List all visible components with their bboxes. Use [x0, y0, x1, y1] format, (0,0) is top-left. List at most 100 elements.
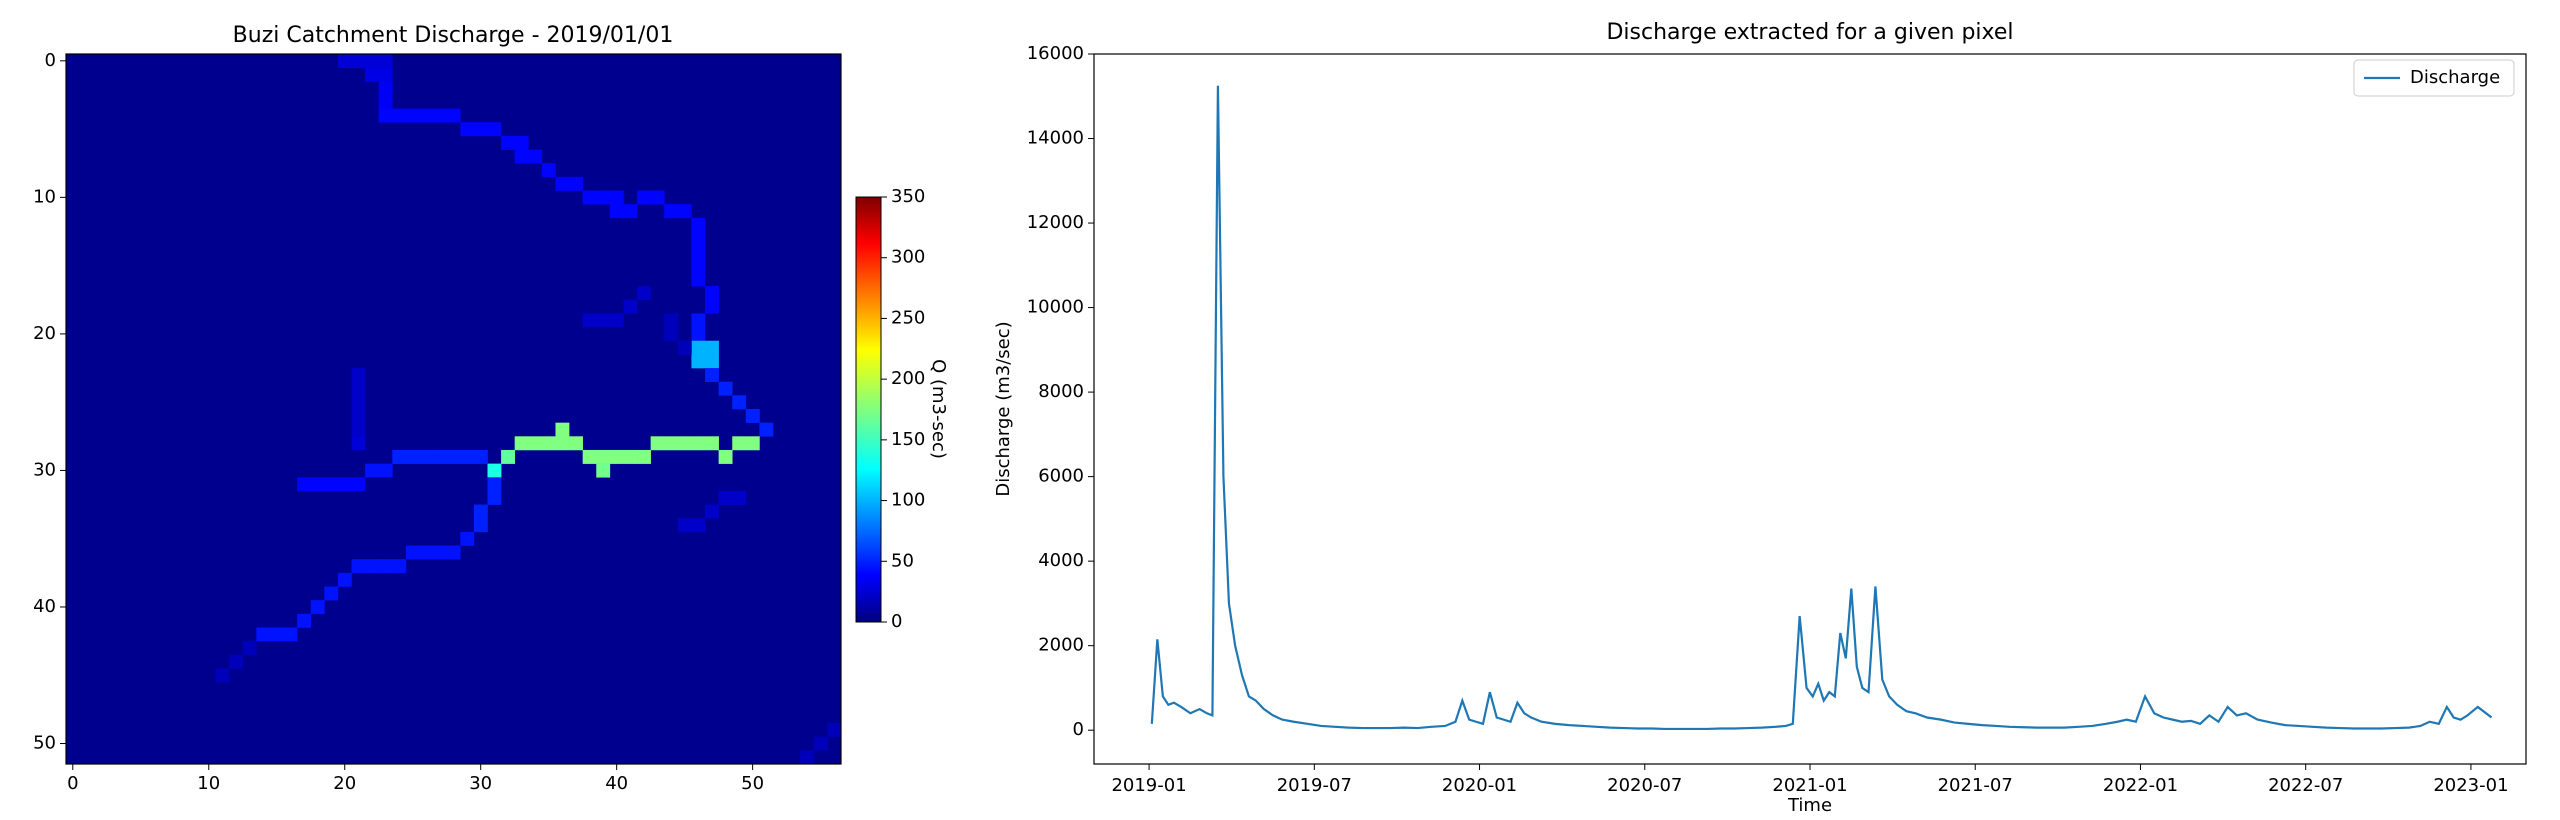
heatmap-cell	[378, 81, 393, 96]
heatmap-cell	[378, 94, 393, 109]
y-tick-label: 20	[33, 323, 56, 344]
heatmap-cell	[473, 449, 488, 464]
x-tick-label: 2022-01	[2103, 775, 2178, 796]
heatmap-cell	[392, 449, 407, 464]
heatmap-cell	[650, 190, 665, 205]
heatmap-cell	[297, 477, 312, 492]
heatmap-cell	[609, 449, 624, 464]
heatmap-cell	[827, 723, 842, 737]
x-tick-label: 40	[605, 773, 628, 794]
heatmap-cell	[378, 108, 393, 123]
legend-label: Discharge	[2410, 67, 2500, 88]
heatmap-cell	[623, 204, 638, 219]
heatmap-cell	[378, 559, 393, 574]
heatmap-cell	[732, 395, 747, 410]
heatmap-cell	[623, 299, 638, 314]
heatmap-cell	[596, 463, 611, 478]
heatmap-cell	[705, 299, 719, 314]
heatmap-cell	[283, 627, 298, 642]
chart-title: Discharge extracted for a given pixel	[1606, 20, 2013, 45]
heatmap-cell	[691, 436, 706, 451]
heatmap-cell	[541, 436, 556, 451]
y-tick-label: 8000	[1038, 381, 1084, 402]
plot-frame	[65, 53, 842, 765]
heatmap-cell	[677, 518, 692, 533]
heatmap-cell	[351, 368, 366, 382]
heatmap-cell	[664, 327, 679, 342]
heatmap-cell	[514, 135, 529, 150]
heatmap-cell	[487, 463, 502, 478]
heatmap-cell	[528, 436, 543, 451]
heatmap-cell	[664, 204, 679, 219]
y-tick-label: 2000	[1038, 635, 1084, 656]
heatmap-cell	[365, 463, 380, 478]
x-tick-label: 20	[333, 773, 356, 794]
heatmap-cell	[813, 736, 828, 751]
y-tick-label: 12000	[1027, 212, 1084, 233]
colorbar-tick-label: 350	[891, 186, 925, 207]
heatmap-cell	[378, 54, 393, 68]
heatmap-cell	[433, 545, 448, 560]
heatmap-cell	[677, 340, 692, 355]
x-tick-label: 2020-07	[1607, 775, 1682, 796]
heatmap-cell	[433, 449, 448, 464]
heatmap-cell	[433, 108, 448, 123]
heatmap-cell	[487, 122, 502, 137]
colorbar-tick-label: 150	[891, 429, 925, 450]
heatmap-cell	[596, 449, 611, 464]
heatmap-cell	[541, 163, 556, 178]
heatmap-cell	[691, 340, 706, 355]
heatmap-cell	[691, 231, 706, 246]
heatmap-cell	[351, 395, 366, 410]
heatmap-cell	[691, 327, 706, 342]
heatmap-cell	[800, 750, 815, 765]
heatmap-cell	[555, 176, 570, 191]
heatmap-cell	[365, 54, 380, 68]
heatmap-cell	[637, 286, 651, 301]
heatmap-cell	[473, 122, 488, 137]
heatmap-cell	[609, 190, 624, 205]
heatmap-cell	[691, 313, 706, 328]
x-tick-label: 2022-07	[2268, 775, 2343, 796]
heatmap-cell	[691, 258, 706, 273]
heatmap-cell	[514, 149, 529, 164]
y-tick-label: 30	[33, 459, 56, 480]
heatmap-cell	[446, 108, 461, 123]
heatmap-cell	[324, 586, 339, 601]
heatmap-cell	[691, 354, 706, 369]
heatmap-cell	[419, 449, 434, 464]
heatmap-cell	[677, 436, 692, 451]
data-line	[1150, 85, 2493, 731]
heatmap-cell	[596, 190, 611, 205]
heatmap-cell	[501, 135, 515, 150]
heatmap-cell	[582, 190, 597, 205]
heatmap-cell	[705, 368, 719, 382]
heatmap-cell	[705, 436, 719, 451]
x-tick-label: 30	[469, 773, 492, 794]
x-tick-label: 2020-01	[1442, 775, 1517, 796]
colorbar	[855, 196, 882, 623]
heatmap-cell	[745, 409, 760, 423]
colorbar-tick-label: 300	[891, 247, 925, 268]
x-tick-label: 2023-01	[2433, 775, 2508, 796]
heatmap-cell	[351, 409, 366, 423]
heatmap-cell	[256, 627, 271, 642]
heatmap-cell	[473, 518, 488, 533]
x-tick-label: 0	[67, 773, 78, 794]
heatmap-cell	[337, 54, 352, 68]
heatmap-cell	[705, 354, 719, 369]
y-tick-label: 10	[33, 186, 56, 207]
heatmap-cell	[337, 477, 352, 492]
heatmap-cell	[460, 122, 475, 137]
heatmap-cell	[609, 204, 624, 219]
heatmap-cell	[650, 436, 665, 451]
y-tick-label: 6000	[1038, 466, 1084, 487]
x-tick-label: 10	[197, 773, 220, 794]
heatmap-cell	[405, 449, 420, 464]
heatmap-cell	[310, 600, 325, 615]
heatmap-cell	[691, 245, 706, 260]
heatmap-cell	[324, 477, 339, 492]
heatmap-cell	[351, 422, 366, 437]
y-tick-label: 10000	[1027, 297, 1084, 318]
y-tick-label: 50	[33, 733, 56, 754]
